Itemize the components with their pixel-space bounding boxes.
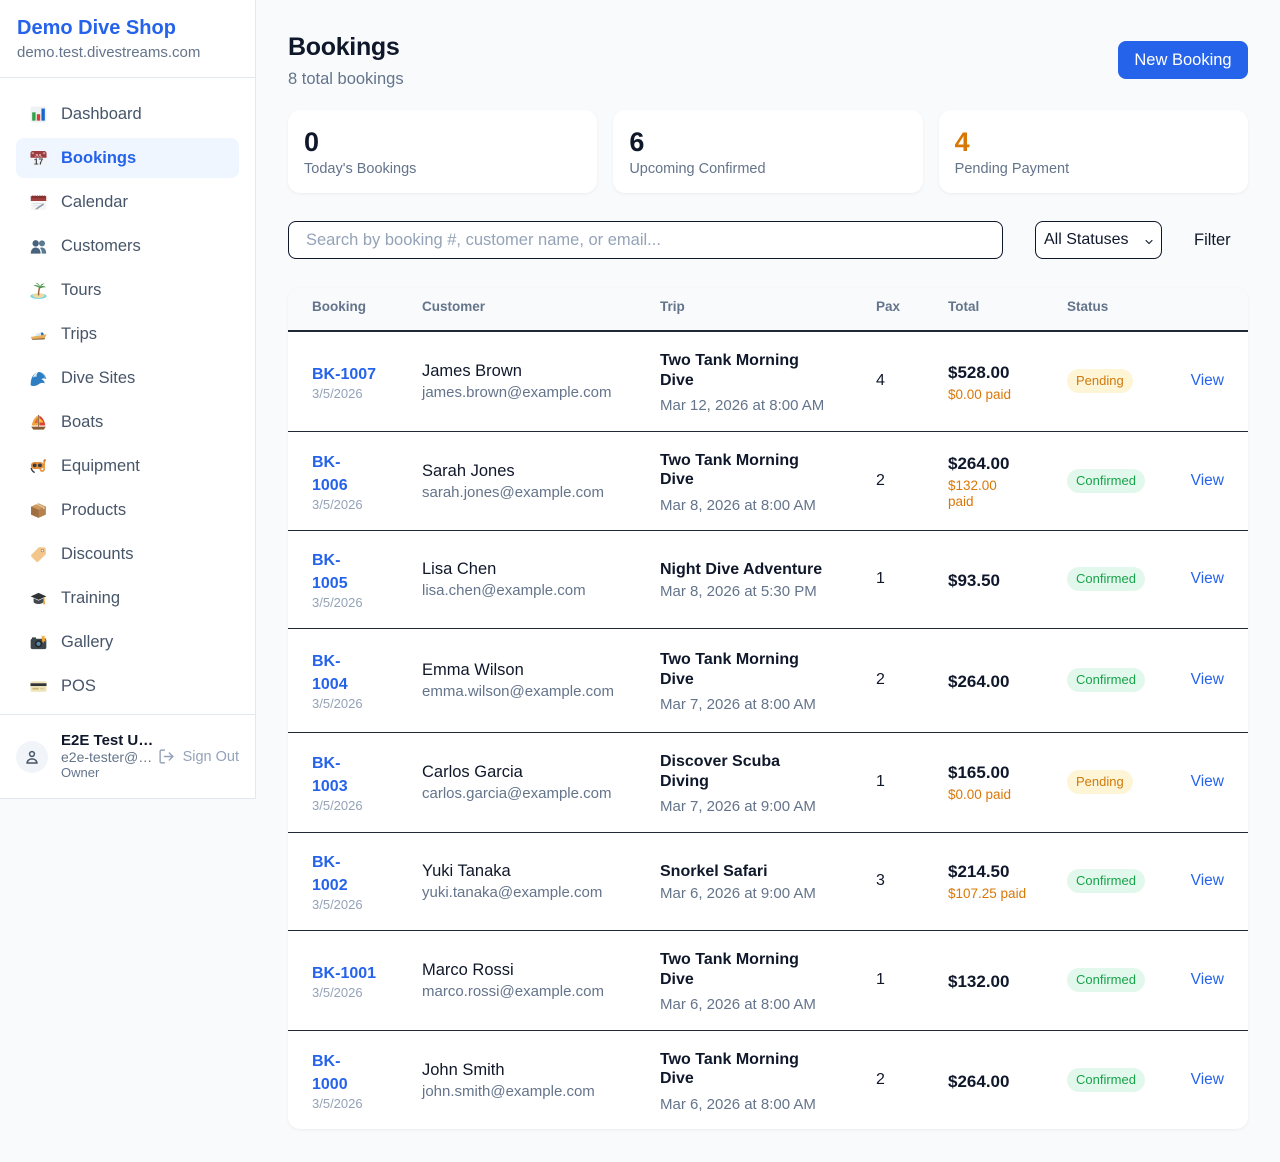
svg-text:JUL: JUL — [35, 152, 43, 157]
svg-text:17: 17 — [34, 156, 44, 166]
